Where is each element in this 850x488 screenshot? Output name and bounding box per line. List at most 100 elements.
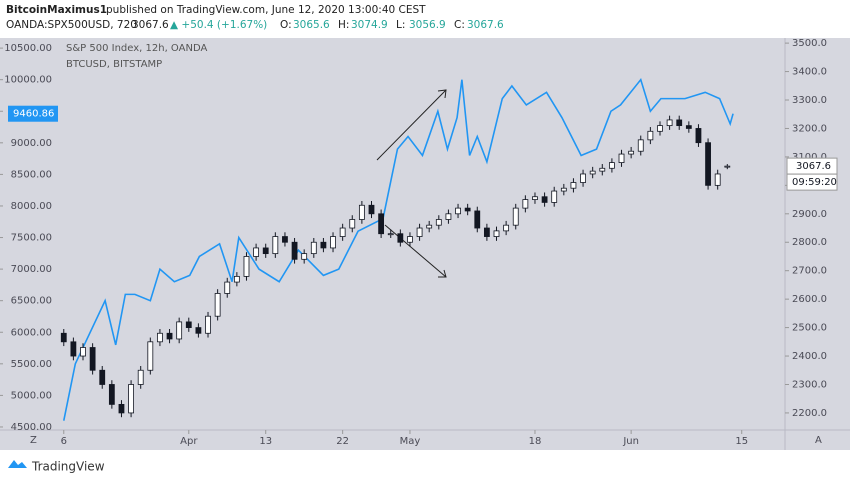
- y-tick-label: 10000.00: [4, 75, 52, 86]
- candle-body: [445, 213, 452, 220]
- candle-body: [724, 165, 731, 168]
- candle-body: [628, 150, 635, 155]
- ohlc-value: 3067.6: [467, 19, 504, 31]
- candle-body: [185, 321, 192, 328]
- candle-body: [205, 315, 211, 334]
- candle-body: [532, 196, 538, 200]
- price-label: 3067.6: [796, 161, 831, 172]
- candle-body: [570, 182, 577, 189]
- candle-body: [657, 125, 663, 132]
- y-tick-label: 4500.00: [11, 422, 52, 433]
- candle-body: [99, 369, 106, 385]
- auto-button[interactable]: A: [815, 435, 822, 446]
- ohlc-value: 3074.9: [351, 19, 388, 31]
- candle-body: [416, 227, 423, 237]
- x-tick-label: Jun: [622, 436, 639, 447]
- candle-body: [368, 204, 375, 215]
- candle-body: [483, 227, 490, 237]
- candle-body: [224, 281, 231, 294]
- x-tick-label: 13: [259, 436, 272, 447]
- countdown-box: [786, 173, 838, 191]
- candle-body: [233, 275, 240, 283]
- y-tick-label: 7500.00: [11, 233, 52, 244]
- ohlc-label: C:: [454, 19, 465, 31]
- candle-body: [80, 347, 86, 357]
- candle-body: [176, 321, 183, 340]
- candle-body: [541, 196, 548, 203]
- candle-body: [464, 207, 471, 212]
- candle-body: [705, 142, 711, 186]
- last-price: 3067.6: [132, 19, 169, 31]
- author[interactable]: BitcoinMaximus1: [6, 4, 107, 16]
- candle-body: [618, 153, 625, 163]
- candle-body: [609, 162, 615, 169]
- y2-tick-label: 2800.0: [792, 237, 827, 248]
- candle-body: [695, 128, 702, 144]
- candle-body: [580, 173, 586, 183]
- y-tick-label: 6500.00: [11, 296, 52, 307]
- legend-entry: BTCUSD, BITSTAMP: [66, 59, 162, 70]
- ohlc-label: H:: [338, 19, 349, 31]
- y-tick-label: 8500.00: [11, 169, 52, 180]
- chart-pane: [0, 38, 850, 450]
- candle-body: [310, 241, 317, 255]
- y2-tick-label: 3500.0: [792, 38, 827, 49]
- btc-label-box: [8, 105, 58, 122]
- symbol: OANDA:SPX500USD, 720: [6, 19, 137, 31]
- candle-body: [195, 327, 202, 334]
- candle-body: [435, 219, 442, 226]
- candle-body: [320, 241, 327, 249]
- candle-body: [560, 187, 567, 192]
- candle-body: [685, 125, 692, 129]
- candle-body: [551, 190, 558, 203]
- x-tick-label: May: [400, 436, 421, 447]
- candle-body: [637, 139, 644, 152]
- candle-body: [89, 347, 96, 371]
- y-tick-label: 7000.00: [11, 264, 52, 275]
- candle-body: [397, 233, 404, 243]
- x-tick-label: 18: [529, 436, 542, 447]
- candle-body: [512, 207, 519, 226]
- countdown: 09:59:20: [792, 177, 837, 188]
- candle-body: [358, 204, 365, 220]
- x-tick-label: Apr: [180, 436, 198, 447]
- x-tick-label: 15: [735, 436, 748, 447]
- candle-body: [714, 173, 721, 186]
- candle-body: [108, 384, 115, 405]
- candle-body: [589, 170, 596, 175]
- y2-tick-label: 2500.0: [792, 323, 827, 334]
- change: ▲ +50.4 (+1.67%): [170, 19, 267, 31]
- candle-body: [282, 236, 288, 243]
- y-tick-label: 6000.00: [11, 327, 52, 338]
- candle-body: [339, 227, 346, 237]
- y2-tick-label: 3100.0: [792, 152, 827, 163]
- candle-body: [349, 219, 356, 229]
- y2-tick-label: 2600.0: [792, 294, 827, 305]
- candle-body: [60, 332, 67, 343]
- y-tick-label: 9000.00: [11, 138, 52, 149]
- y2-tick-label: 2300.0: [792, 379, 827, 390]
- legend-entry: S&P 500 Index, 12h, OANDA: [66, 43, 207, 54]
- y2-tick-label: 3200.0: [792, 123, 827, 134]
- ohlc-value: 3065.6: [293, 19, 330, 31]
- brand[interactable]: TradingView: [31, 460, 105, 474]
- x-tick-label: 22: [336, 436, 349, 447]
- y-tick-label: 10500.00: [4, 43, 52, 54]
- candle-body: [243, 256, 250, 277]
- y2-tick-label: 2700.0: [792, 266, 827, 277]
- candle-body: [407, 236, 413, 243]
- y-tick-label: 5000.00: [11, 390, 52, 401]
- y2-tick-label: 3300.0: [792, 95, 827, 106]
- candle-body: [137, 369, 144, 385]
- candle-body: [166, 332, 173, 340]
- candle-body: [128, 384, 134, 414]
- ohlc-label: O:: [280, 19, 292, 31]
- candle-body: [214, 293, 221, 317]
- y2-tick-label: 2200.0: [792, 408, 827, 419]
- ohlc-label: L:: [396, 19, 405, 31]
- y2-tick-label: 2900.0: [792, 209, 827, 220]
- zoom-button[interactable]: Z: [30, 435, 37, 446]
- candle-body: [118, 403, 125, 414]
- candle-body: [301, 253, 308, 260]
